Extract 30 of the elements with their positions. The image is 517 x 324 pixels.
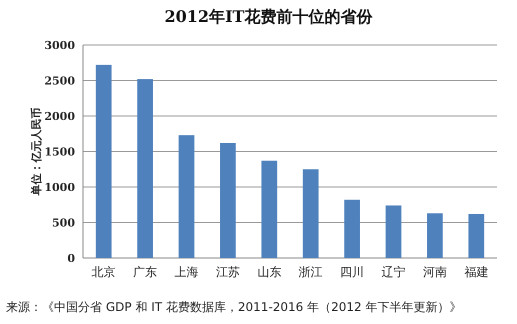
y-tick-label: 3000 — [44, 39, 76, 52]
x-tick-label: 北京 — [92, 265, 116, 279]
bar — [220, 142, 236, 258]
x-tick-label: 广东 — [133, 265, 158, 279]
bar — [468, 214, 484, 258]
bar — [137, 79, 153, 258]
x-tick-label: 福建 — [464, 265, 488, 279]
bar — [386, 205, 402, 258]
bar — [344, 200, 360, 258]
y-tick-label: 500 — [52, 216, 76, 230]
chart-title: 2012年IT花费前十位的省份 — [164, 7, 374, 26]
x-tick-label: 上海 — [174, 265, 198, 279]
y-tick-label: 1500 — [44, 146, 76, 158]
y-axis-title: 单位：亿元人民币 — [30, 108, 43, 196]
x-tick-label: 河南 — [422, 265, 447, 279]
x-tick-label: 江苏 — [216, 265, 240, 279]
y-tick-label: 2500 — [44, 74, 76, 88]
y-tick-label: 1000 — [44, 181, 76, 194]
x-tick-label: 辽宁 — [382, 265, 406, 279]
x-tick-label: 四川 — [340, 265, 364, 279]
x-tick-label: 浙江 — [298, 265, 323, 279]
y-tick-label: 0 — [67, 252, 76, 265]
bar — [96, 64, 112, 258]
bar — [178, 135, 194, 258]
source-note: 来源：《中国分省 GDP 和 IT 花费数据库，2011-2016 年（2012 年下半年更新）》 — [6, 300, 462, 314]
bar — [302, 169, 319, 258]
x-tick-label: 山东 — [257, 265, 282, 279]
bar — [427, 213, 443, 258]
bar — [261, 160, 278, 258]
y-tick-label: 2000 — [44, 110, 76, 123]
